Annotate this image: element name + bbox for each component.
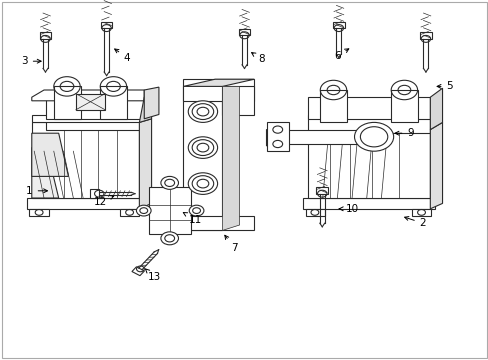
Polygon shape [305, 209, 325, 216]
Polygon shape [320, 90, 346, 122]
Polygon shape [32, 148, 59, 198]
Polygon shape [144, 87, 159, 119]
Polygon shape [149, 187, 190, 234]
Polygon shape [46, 115, 144, 130]
Text: 2: 2 [404, 217, 426, 228]
Polygon shape [46, 97, 144, 119]
Circle shape [188, 137, 217, 158]
Text: 5: 5 [436, 81, 452, 91]
Polygon shape [429, 88, 442, 130]
Polygon shape [132, 267, 144, 276]
Polygon shape [29, 209, 49, 216]
Polygon shape [266, 128, 283, 146]
Circle shape [189, 205, 203, 216]
Polygon shape [101, 22, 112, 28]
Text: 3: 3 [21, 56, 41, 66]
Text: 13: 13 [145, 269, 161, 282]
Text: 8: 8 [251, 53, 264, 64]
Polygon shape [332, 22, 344, 28]
Text: 9: 9 [394, 128, 413, 138]
Polygon shape [120, 209, 139, 216]
Polygon shape [222, 86, 254, 115]
Polygon shape [238, 29, 250, 35]
Polygon shape [307, 97, 429, 119]
Polygon shape [76, 94, 105, 110]
Polygon shape [32, 90, 144, 101]
Polygon shape [183, 79, 254, 86]
Text: 10: 10 [339, 204, 358, 214]
Polygon shape [183, 216, 254, 230]
Polygon shape [32, 115, 144, 122]
Text: 4: 4 [115, 49, 130, 63]
Polygon shape [266, 130, 381, 144]
Polygon shape [183, 86, 222, 230]
Polygon shape [139, 119, 151, 209]
Text: 12: 12 [93, 195, 114, 207]
Polygon shape [32, 122, 139, 198]
Polygon shape [307, 130, 429, 198]
Circle shape [188, 173, 217, 194]
Text: 7: 7 [224, 235, 238, 253]
Circle shape [188, 101, 217, 122]
Polygon shape [183, 79, 254, 101]
Text: 1: 1 [26, 186, 47, 196]
Text: 6: 6 [333, 49, 348, 61]
Polygon shape [429, 122, 442, 209]
Polygon shape [411, 209, 430, 216]
Polygon shape [316, 187, 327, 194]
Polygon shape [90, 189, 99, 198]
Polygon shape [40, 32, 51, 39]
Polygon shape [27, 198, 144, 209]
Circle shape [161, 176, 178, 189]
Polygon shape [419, 32, 431, 39]
Polygon shape [32, 133, 68, 176]
Polygon shape [390, 90, 417, 122]
Polygon shape [222, 86, 239, 230]
Circle shape [136, 205, 151, 216]
Polygon shape [307, 115, 429, 133]
Circle shape [161, 232, 178, 245]
Polygon shape [303, 198, 434, 209]
Circle shape [354, 122, 393, 151]
Polygon shape [100, 86, 127, 119]
Polygon shape [54, 86, 81, 119]
Text: 11: 11 [183, 212, 202, 225]
Polygon shape [139, 92, 151, 122]
Polygon shape [266, 122, 288, 151]
